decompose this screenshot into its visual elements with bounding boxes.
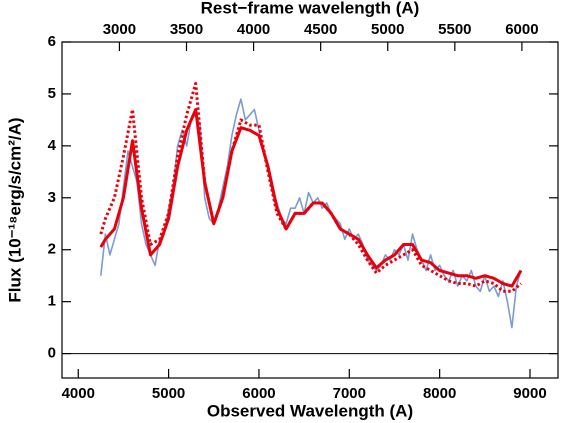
top-tick-label: 5000 [371,21,404,38]
y-tick-label: 1 [48,293,56,310]
spectrum-line [99,82,522,293]
spectrum-line [100,98,522,329]
top-tick-label: 3500 [170,21,203,38]
x-tick-label: 5000 [152,385,185,402]
y-tick-label: 4 [48,137,57,154]
top-tick-label: 3000 [103,21,136,38]
y-tick-label: 0 [48,345,56,362]
top-tick-label: 6000 [505,21,538,38]
y-tick-label: 3 [48,189,56,206]
top-tick-label: 4000 [237,21,270,38]
y-tick-label: 5 [48,85,56,102]
x-tick-label: 8000 [423,385,456,402]
y-tick-label: 6 [48,33,56,50]
x-tick-label: 6000 [242,385,275,402]
y-axis-title: Flux (10⁻¹⁸erg/s/cm²/A) [5,117,24,302]
top-tick-label: 4500 [304,21,337,38]
top-tick-label: 5500 [438,21,471,38]
x-tick-label: 7000 [333,385,366,402]
x-tick-label: 9000 [513,385,546,402]
y-tick-label: 2 [48,241,56,258]
x-axis-title: Observed Wavelength (A) [207,401,413,420]
x-tick-label: 4000 [62,385,95,402]
plot-frame [61,41,559,379]
top-axis-title: Rest−frame wavelength (A) [201,0,420,17]
